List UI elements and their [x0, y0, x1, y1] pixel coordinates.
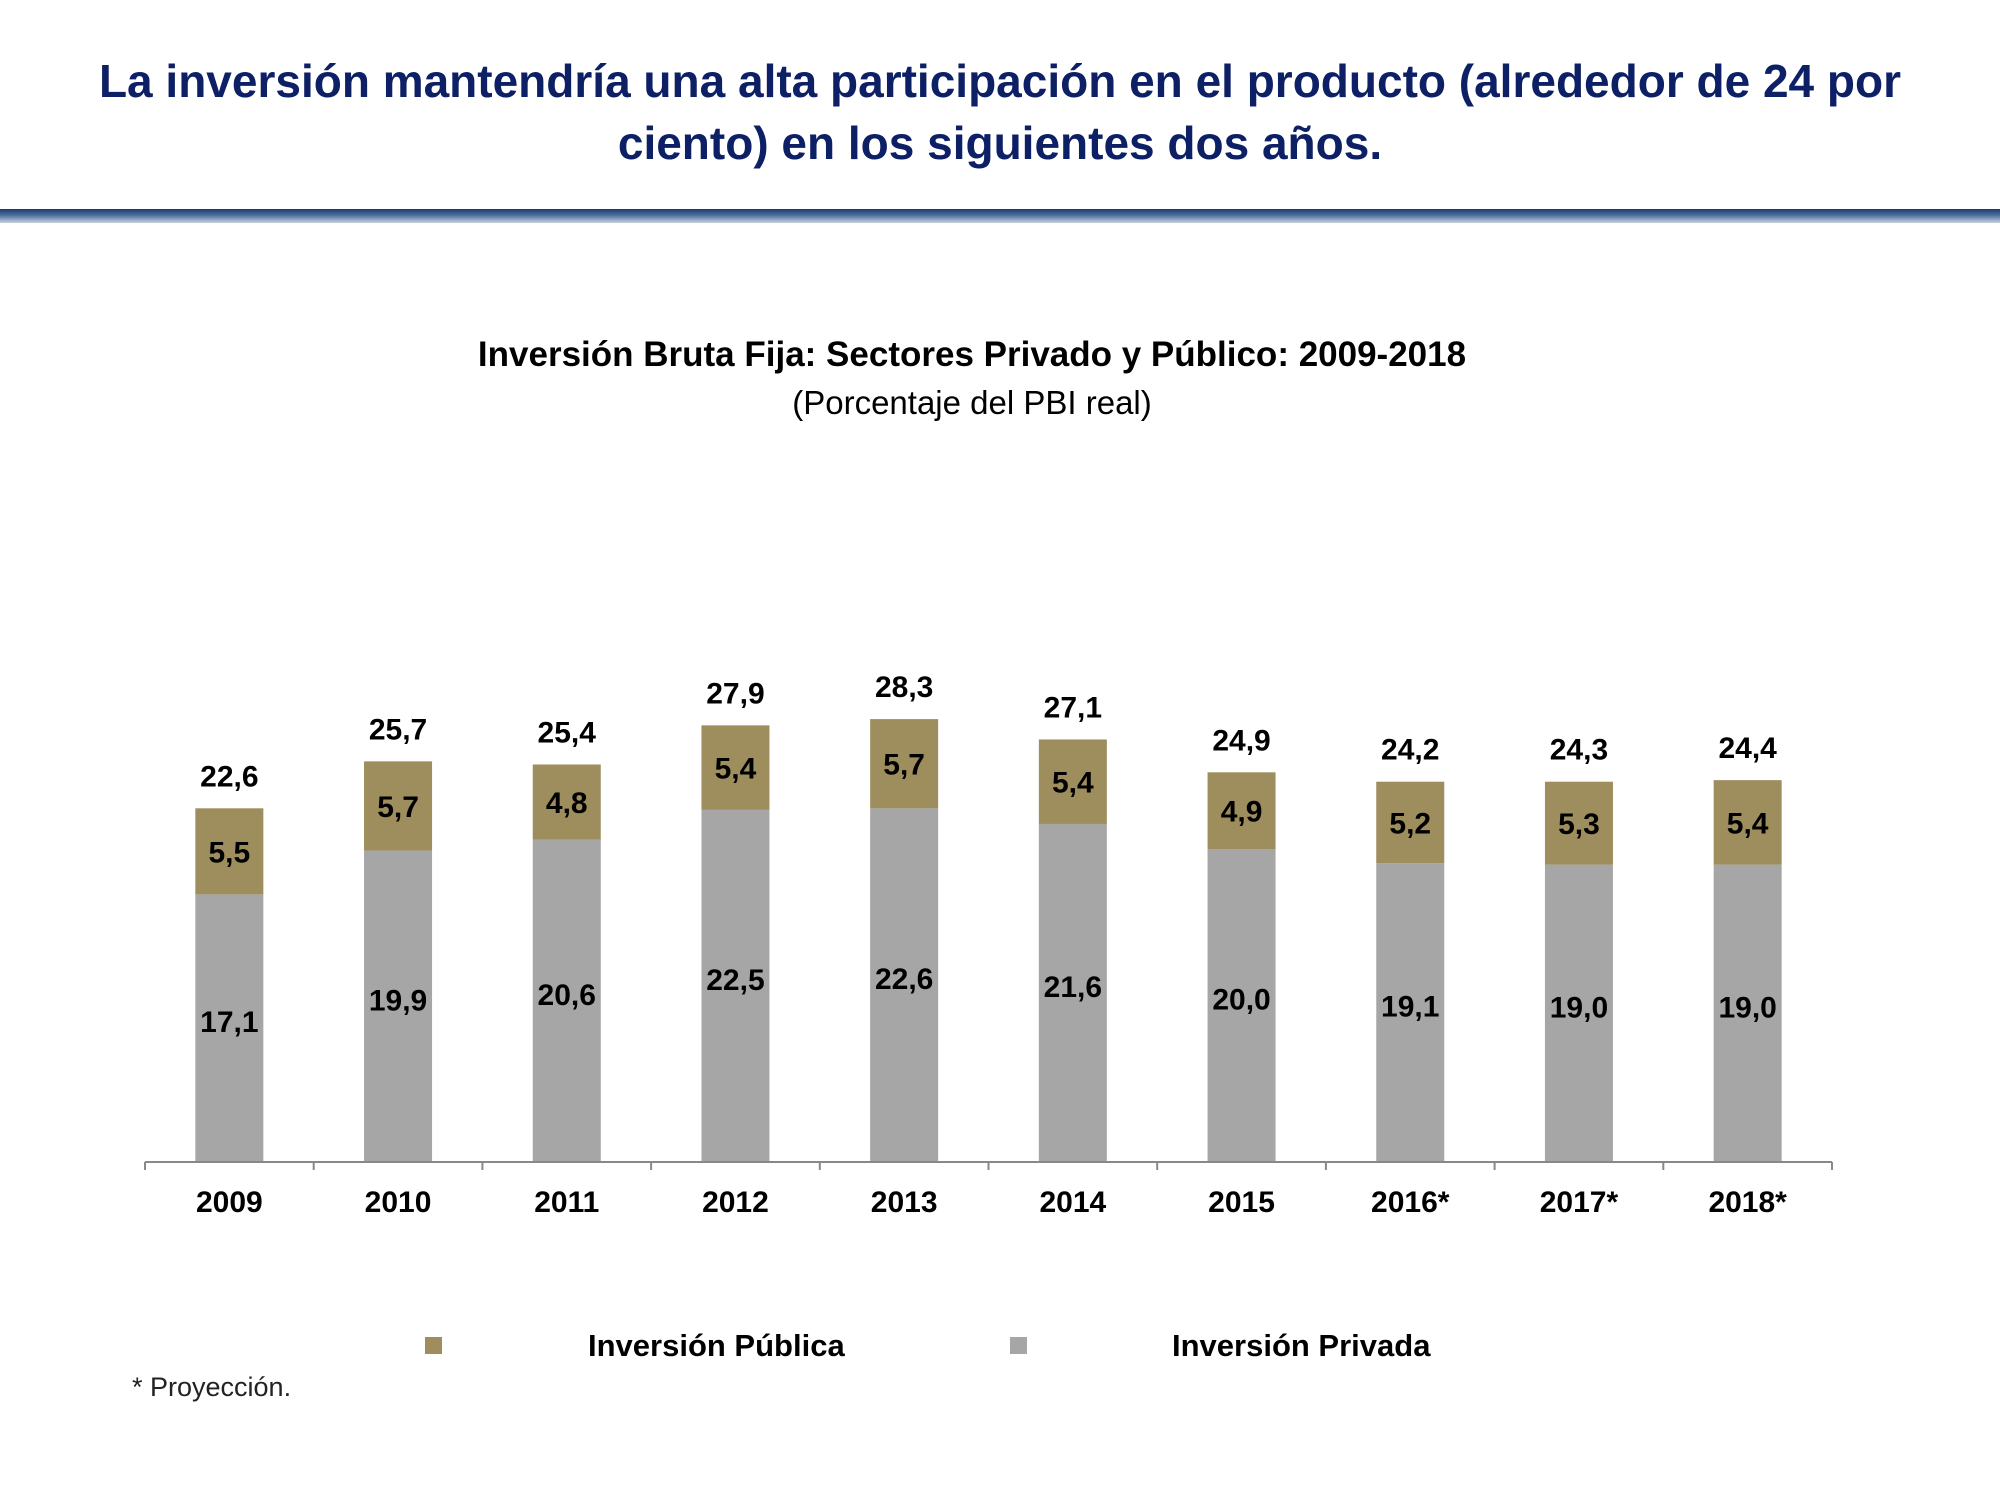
- x-tick-label: 2012: [702, 1186, 769, 1219]
- legend-swatch-publica: [425, 1337, 442, 1354]
- data-label-privada: 21,6: [1044, 971, 1102, 1004]
- data-label-publica: 4,8: [546, 787, 588, 820]
- bar-privada: [701, 809, 770, 1162]
- x-tick-label: 2016*: [1371, 1186, 1450, 1219]
- data-label-publica: 4,9: [1221, 796, 1263, 829]
- slide-headline: La inversión mantendría una alta partici…: [98, 55, 1902, 169]
- bar-publica: [364, 761, 433, 851]
- legend-label-privada: Inversión Privada: [1172, 1328, 1431, 1360]
- data-label-publica: 5,3: [1558, 808, 1600, 841]
- bar-series-group: 17,1 5,5 22,6 19,9 5,7 25,7 20,6 4,8 25,4 22,5 5,4…: [195, 671, 1782, 1162]
- bar-privada: [1376, 863, 1445, 1162]
- data-label-privada: 19,9: [369, 984, 427, 1017]
- chart-legend: Inversión Pública Inversión Privada: [425, 1328, 1431, 1360]
- bar-publica: [532, 764, 601, 840]
- data-label-total: 24,2: [1381, 734, 1439, 767]
- data-label-publica: 5,4: [1727, 807, 1769, 840]
- bar-publica: [1376, 781, 1445, 864]
- bar-publica: [195, 808, 264, 895]
- bar-privada: [364, 850, 433, 1162]
- bar-publica: [1544, 781, 1613, 865]
- bar-privada: [195, 894, 264, 1162]
- x-tick-label: 2011: [534, 1186, 599, 1219]
- data-label-privada: 17,1: [200, 1006, 258, 1039]
- investment-chart: Inversión Bruta Fija: Sectores Privado y…: [144, 335, 1833, 1360]
- legend-swatch-privada: [1010, 1337, 1027, 1354]
- data-label-publica: 5,2: [1389, 807, 1431, 840]
- bar-privada: [1207, 849, 1276, 1162]
- chart-title-group: Inversión Bruta Fija: Sectores Privado y…: [478, 335, 1466, 421]
- bar-privada: [1544, 864, 1613, 1162]
- bar-publica: [870, 719, 939, 809]
- data-label-publica: 5,4: [1052, 767, 1094, 800]
- x-tick-label: 2009: [196, 1186, 263, 1219]
- data-label-publica: 5,4: [715, 753, 757, 786]
- data-label-privada: 20,0: [1212, 984, 1270, 1017]
- x-axis: 2009 2010 2011 2012 2013 2014 2015 2016* 2017* 20…: [144, 1161, 1833, 1219]
- data-label-total: 24,3: [1550, 734, 1608, 767]
- data-label-total: 28,3: [875, 671, 933, 704]
- data-label-publica: 5,7: [377, 791, 419, 824]
- data-label-total: 25,7: [369, 713, 427, 746]
- footnote: * Proyección.: [132, 1372, 292, 1402]
- data-label-privada: 19,0: [1550, 991, 1608, 1024]
- x-tick-label: 2010: [365, 1186, 432, 1219]
- x-tick-label: 2013: [871, 1186, 938, 1219]
- bar-privada: [1038, 823, 1107, 1162]
- data-label-privada: 19,0: [1718, 991, 1776, 1024]
- data-label-total: 27,9: [706, 677, 764, 710]
- data-label-total: 27,1: [1044, 691, 1102, 724]
- bar-privada: [532, 839, 601, 1162]
- data-label-privada: 20,6: [538, 979, 596, 1012]
- bar-privada: [1713, 864, 1782, 1162]
- chart-title: Inversión Bruta Fija: Sectores Privado y…: [478, 335, 1466, 374]
- data-label-total: 25,4: [538, 716, 597, 749]
- x-tick-label: 2015: [1208, 1186, 1275, 1219]
- bar-publica: [701, 725, 770, 810]
- data-label-total: 22,6: [200, 760, 258, 793]
- bar-privada: [870, 808, 939, 1162]
- data-label-publica: 5,5: [208, 836, 250, 869]
- data-label-total: 24,9: [1212, 724, 1270, 757]
- data-label-privada: 19,1: [1381, 991, 1439, 1024]
- data-label-privada: 22,5: [706, 964, 764, 997]
- data-label-publica: 5,7: [883, 749, 925, 782]
- x-tick-label: 2017*: [1540, 1186, 1619, 1219]
- chart-subtitle: (Porcentaje del PBI real): [792, 384, 1152, 421]
- legend-label-publica: Inversión Pública: [588, 1328, 845, 1360]
- bar-publica: [1713, 780, 1782, 865]
- data-label-privada: 22,6: [875, 963, 933, 996]
- x-tick-label: 2014: [1039, 1186, 1106, 1219]
- bar-publica: [1038, 739, 1107, 824]
- bar-publica: [1207, 772, 1276, 849]
- data-label-total: 24,4: [1718, 732, 1777, 765]
- header-divider: [0, 209, 2000, 223]
- x-tick-label: 2018*: [1708, 1186, 1787, 1219]
